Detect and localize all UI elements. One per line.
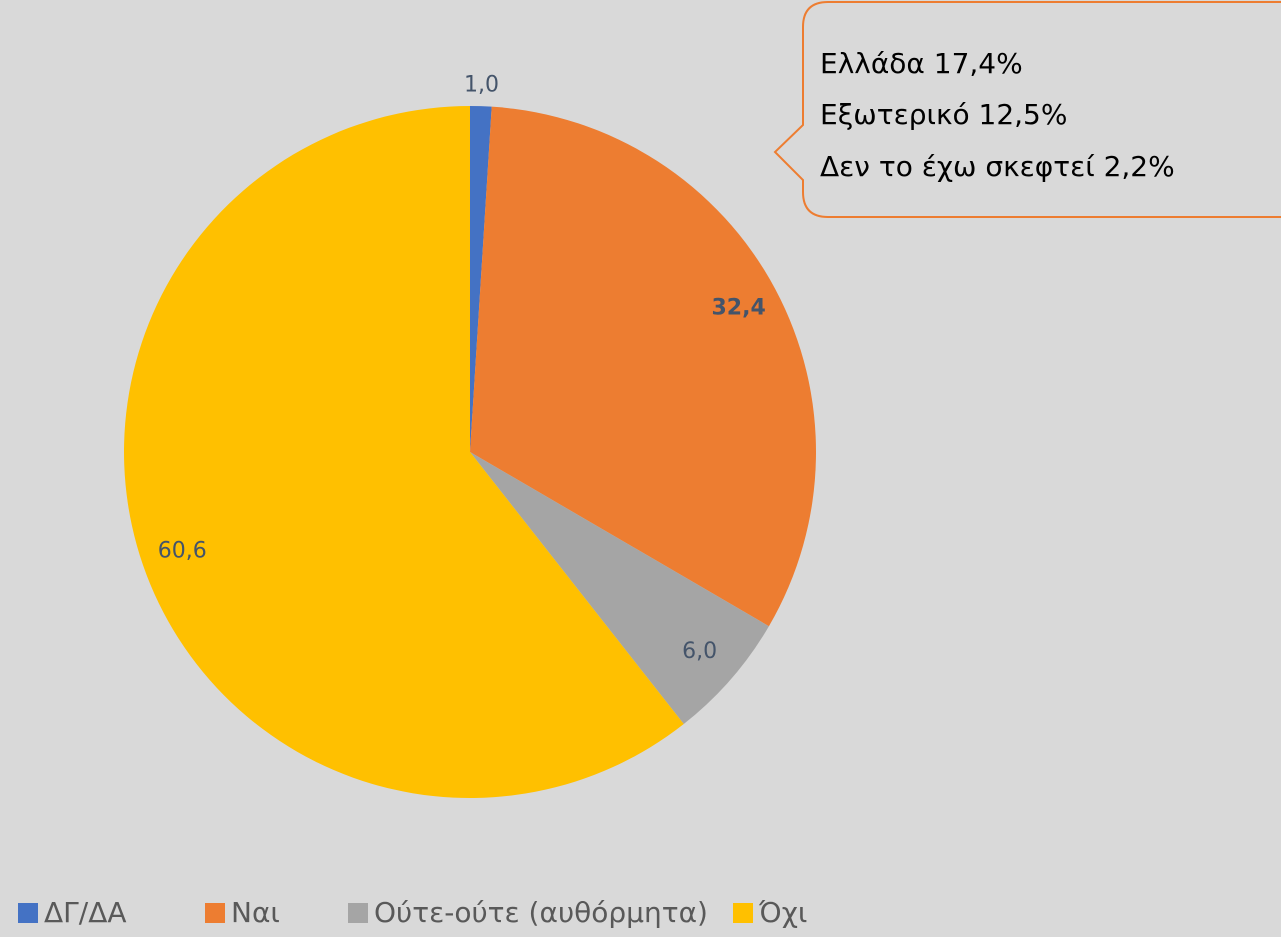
legend-label: Ναι [231,896,280,929]
annotation: Δεν το έχω σκεφτεί 2,2% [820,150,1175,183]
data-label: 1,0 [464,72,499,97]
legend-swatch [733,903,753,923]
annotation: Εξωτερικό 12,5% [820,98,1067,131]
callout [773,1,1281,218]
data-label: 60,6 [158,539,207,564]
legend-swatch [348,903,368,923]
data-label: 6,0 [682,639,717,664]
legend-label: Όχι [758,896,807,929]
pie-slice [470,106,816,627]
legend-label: Ούτε-ούτε (αυθόρμητα) [374,896,708,929]
annotation: Ελλάδα 17,4% [820,47,1023,80]
legend-label: ΔΓ/ΔΑ [44,896,127,929]
legend-swatch [18,903,38,923]
legend-swatch [205,903,225,923]
pie-slice [123,106,684,798]
pie-slice [470,452,769,725]
pie-slice [470,106,492,452]
data-label: 32,4 [711,296,765,321]
